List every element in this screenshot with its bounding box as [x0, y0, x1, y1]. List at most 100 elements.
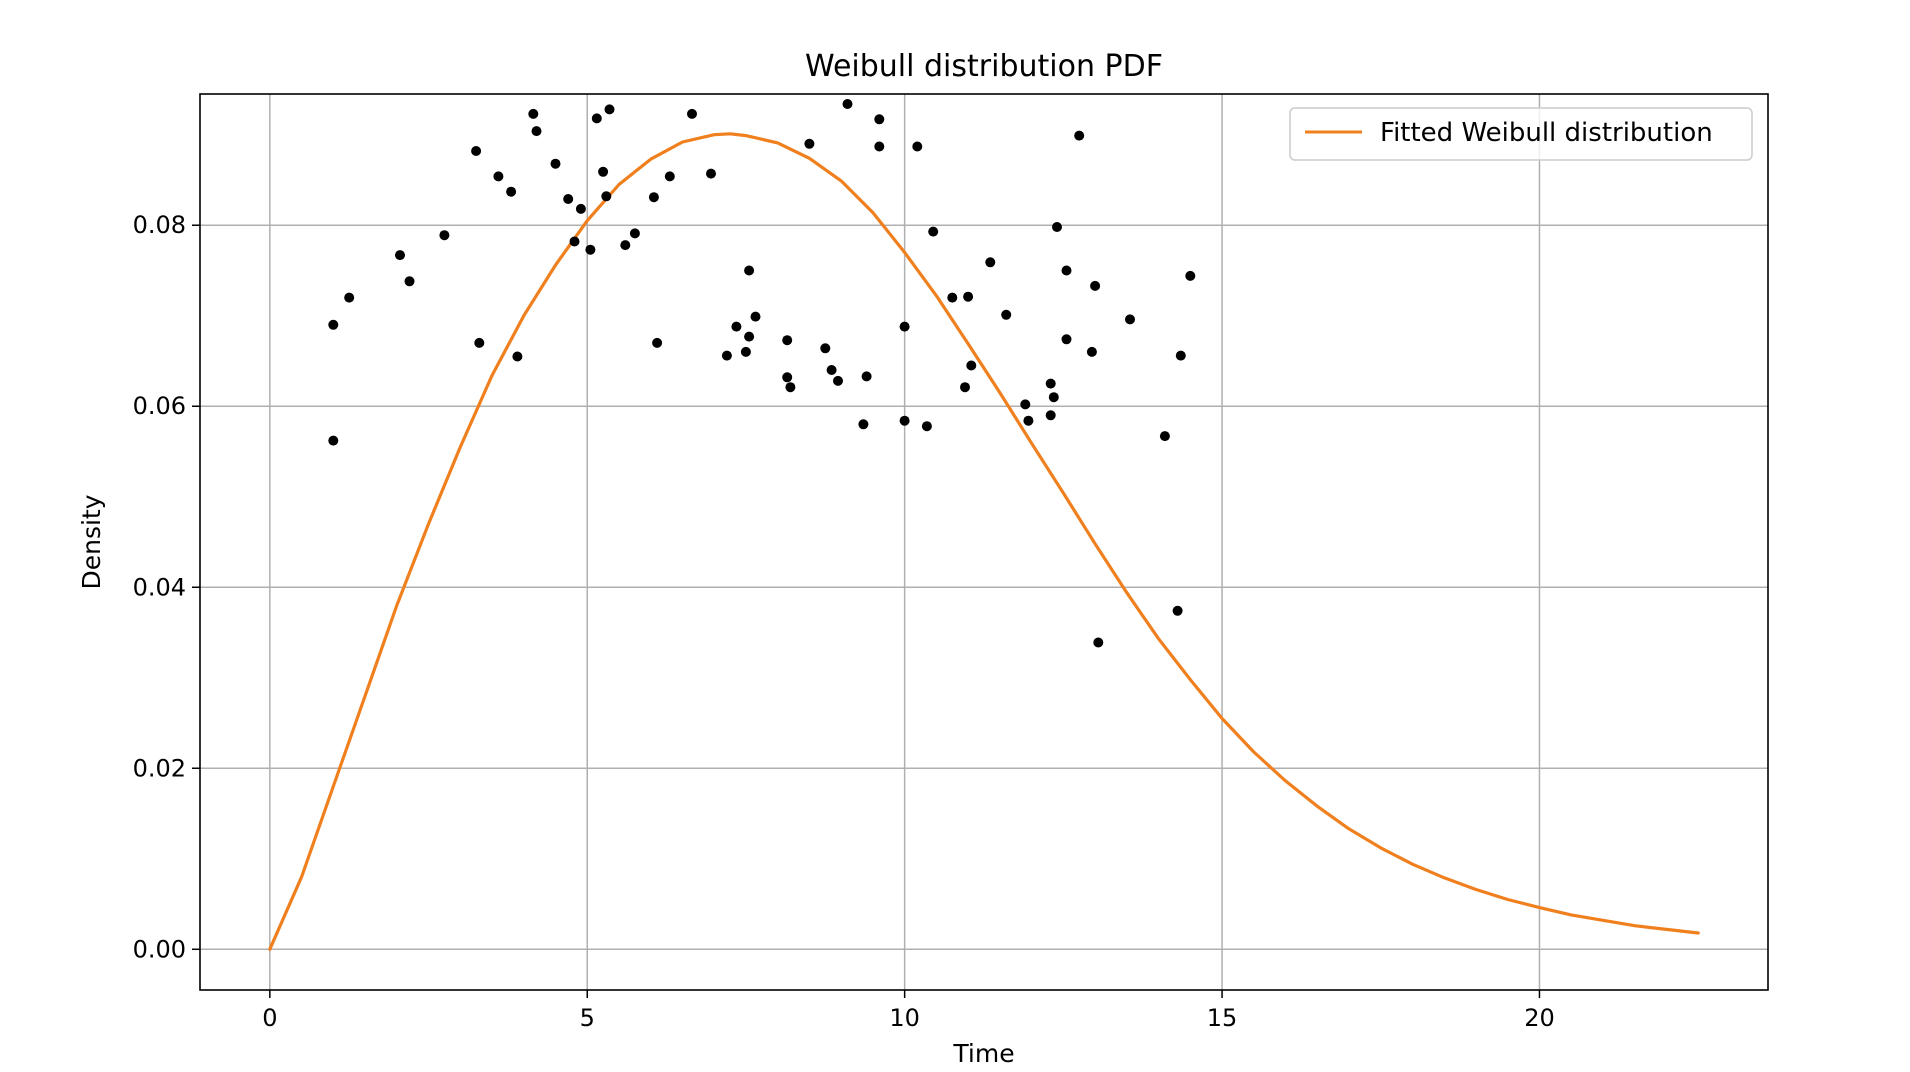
- y-axis-label: Density: [77, 494, 106, 589]
- data-point-5: [439, 230, 450, 241]
- data-point-59: [1023, 415, 1034, 426]
- data-point-22: [620, 240, 631, 251]
- axis-ticks: 0 5 10 15 20 0.00 0.02 0.04 0.06 0.08: [133, 211, 1555, 1032]
- data-point-18: [591, 113, 602, 124]
- data-point-54: [963, 291, 974, 302]
- data-point-44: [861, 371, 872, 382]
- data-point-15: [569, 236, 580, 247]
- data-point-8: [493, 171, 504, 182]
- data-point-41: [833, 375, 843, 386]
- data-point-71: [1159, 431, 1170, 442]
- data-point-72: [1172, 605, 1183, 616]
- data-point-33: [744, 265, 755, 276]
- x-tick-label-2: 10: [889, 1004, 920, 1032]
- data-points-layer: [328, 99, 1196, 648]
- grid-lines: [200, 94, 1768, 990]
- legend-box: [1289, 107, 1753, 161]
- data-point-35: [782, 335, 793, 346]
- data-point-26: [664, 171, 675, 182]
- x-tick-label-1: 5: [580, 1004, 595, 1032]
- data-point-3: [395, 250, 405, 261]
- data-point-67: [1086, 346, 1097, 357]
- data-point-47: [899, 321, 910, 332]
- data-point-65: [1061, 334, 1072, 345]
- data-point-56: [985, 257, 996, 268]
- data-point-42: [842, 99, 853, 109]
- data-point-24: [648, 192, 659, 203]
- data-point-30: [731, 321, 742, 332]
- data-point-74: [1185, 270, 1196, 281]
- data-point-62: [1048, 392, 1059, 403]
- legend-label-fitted-weibull: Fitted Weibull distribution: [1380, 118, 1713, 148]
- data-point-51: [928, 226, 939, 237]
- y-tick-label-2: 0.04: [133, 573, 186, 601]
- data-point-57: [1001, 309, 1012, 320]
- data-point-63: [1052, 222, 1062, 232]
- data-point-16: [575, 203, 586, 214]
- data-point-17: [585, 244, 596, 255]
- data-point-38: [804, 138, 815, 149]
- data-point-68: [1090, 280, 1101, 291]
- data-point-27: [687, 108, 697, 119]
- data-point-11: [528, 108, 539, 119]
- data-point-40: [826, 365, 837, 375]
- data-point-32: [744, 331, 755, 342]
- x-tick-label-0: 0: [262, 1004, 277, 1032]
- data-point-64: [1061, 265, 1072, 276]
- data-point-34: [750, 311, 761, 322]
- x-tick-label-4: 20: [1524, 1004, 1555, 1032]
- legend: Fitted Weibull distribution: [1289, 107, 1753, 161]
- data-point-66: [1074, 130, 1085, 141]
- plot-frame: [199, 93, 1769, 991]
- data-point-70: [1125, 314, 1135, 325]
- data-point-25: [652, 337, 663, 348]
- data-point-20: [601, 191, 612, 202]
- data-point-23: [629, 228, 640, 239]
- data-point-1: [328, 319, 339, 330]
- data-point-4: [404, 276, 415, 287]
- y-tick-label-4: 0.08: [133, 211, 186, 239]
- data-point-58: [1020, 399, 1031, 410]
- data-point-31: [740, 346, 751, 357]
- data-point-21: [604, 104, 615, 115]
- y-tick-label-0: 0.00: [133, 935, 186, 963]
- data-point-60: [1045, 378, 1056, 389]
- data-point-12: [531, 126, 542, 137]
- data-point-48: [899, 415, 910, 426]
- data-point-50: [921, 421, 932, 432]
- y-tick-label-1: 0.02: [133, 754, 186, 782]
- fitted-curve-layer: [268, 132, 1700, 951]
- data-point-45: [874, 141, 885, 152]
- data-point-37: [785, 382, 796, 393]
- data-point-9: [506, 186, 517, 197]
- data-point-53: [960, 382, 970, 393]
- data-point-69: [1093, 637, 1104, 648]
- data-point-0: [328, 435, 339, 446]
- data-point-36: [782, 372, 793, 383]
- data-point-49: [912, 141, 923, 152]
- data-point-39: [820, 343, 831, 354]
- data-point-2: [344, 292, 355, 303]
- fitted-weibull-curve: [268, 132, 1700, 951]
- x-axis-label: Time: [952, 1039, 1014, 1068]
- data-point-19: [598, 166, 609, 177]
- x-tick-label-3: 15: [1207, 1004, 1238, 1032]
- data-point-52: [947, 292, 958, 303]
- data-point-10: [512, 351, 523, 362]
- data-point-43: [858, 419, 869, 430]
- chart-title: Weibull distribution PDF: [805, 49, 1163, 84]
- y-tick-label-3: 0.06: [133, 392, 186, 420]
- data-point-14: [563, 194, 574, 204]
- data-point-61: [1045, 410, 1056, 421]
- data-point-55: [966, 360, 977, 371]
- data-point-7: [474, 337, 485, 348]
- data-point-6: [471, 146, 482, 156]
- data-point-13: [550, 158, 561, 169]
- data-point-46: [874, 114, 885, 125]
- data-point-28: [706, 168, 716, 179]
- data-point-73: [1175, 350, 1186, 361]
- data-point-29: [721, 350, 732, 361]
